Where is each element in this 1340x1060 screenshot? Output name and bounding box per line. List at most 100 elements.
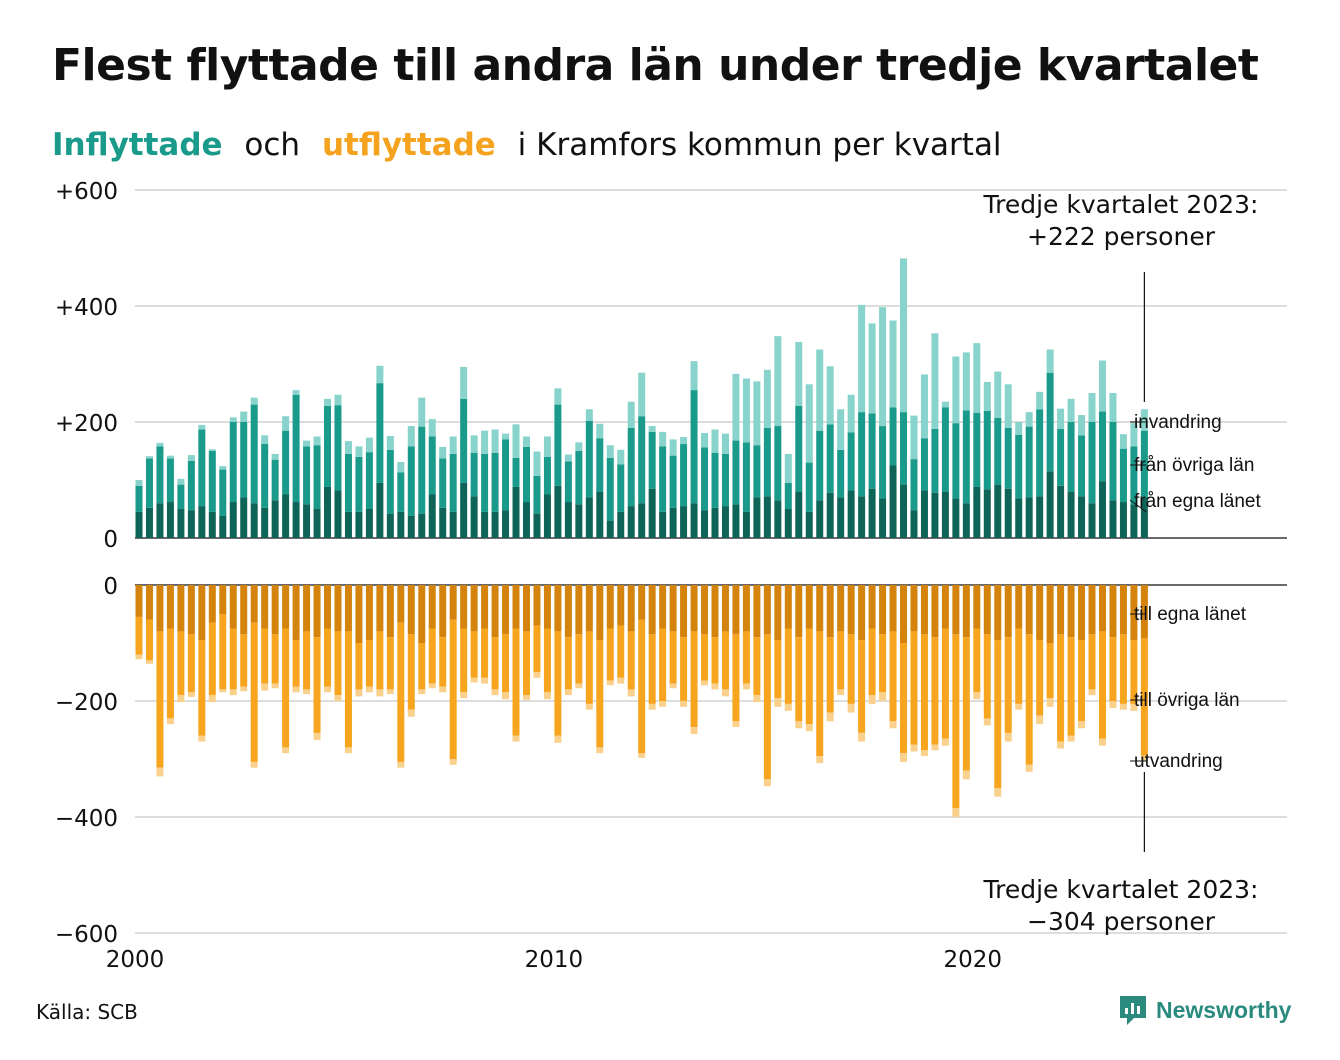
bar-out-emigration [983, 718, 991, 726]
bar-in-other [1067, 422, 1075, 492]
bar-out-emigration [502, 692, 510, 700]
bar-out-other [1046, 643, 1054, 699]
bar-out-emigration [355, 689, 363, 697]
bar-in-own [512, 486, 520, 538]
bar-out-own [627, 585, 635, 632]
bar-in-other [627, 427, 635, 507]
bar-out-emigration [585, 703, 593, 710]
bar-out-emigration [344, 747, 352, 754]
bar-out-emigration [324, 686, 332, 693]
bar-out-emigration [690, 727, 698, 735]
bar-out-own [449, 585, 457, 620]
bar-in-other [135, 485, 143, 512]
label-till-egna-lanet: till egna länet [1134, 604, 1247, 625]
bar-out-other [187, 634, 195, 693]
bar-out-other [701, 634, 709, 681]
bar-out-own [166, 585, 174, 629]
bar-in-other [219, 469, 227, 516]
bar-out-own [753, 585, 761, 638]
bar-out-emigration [638, 753, 646, 758]
bar-out-other [826, 637, 834, 713]
bar-out-own [648, 585, 656, 635]
bar-out-own [868, 585, 876, 629]
bar-in-own [879, 498, 887, 538]
bar-out-own [596, 585, 604, 641]
bar-out-emigration [418, 689, 426, 695]
bar-in-own [208, 511, 216, 538]
bar-out-own [271, 585, 279, 635]
bar-out-emigration [879, 692, 887, 701]
bar-out-emigration [596, 747, 604, 754]
bar-out-emigration [711, 683, 719, 690]
bar-out-other [522, 631, 530, 696]
bar-in-other [418, 426, 426, 514]
bar-in-own [533, 513, 541, 538]
bar-out-other [627, 631, 635, 690]
bar-in-immigration [962, 352, 970, 411]
bar-out-own [522, 585, 530, 632]
bar-out-other [575, 634, 583, 684]
bar-in-other [292, 394, 300, 503]
bar-in-other [1098, 411, 1106, 482]
bar-in-immigration [1078, 415, 1086, 436]
bar-in-other [575, 451, 583, 505]
bar-in-own [680, 506, 688, 538]
bar-out-own [1119, 585, 1127, 635]
bar-in-own [282, 494, 290, 538]
bar-out-emigration [449, 759, 457, 765]
bar-out-own [669, 585, 677, 632]
bar-in-other [711, 452, 719, 508]
bar-out-other [858, 640, 866, 733]
bar-in-other [596, 438, 604, 492]
bar-in-immigration [156, 442, 164, 447]
bar-out-other [994, 640, 1002, 788]
bar-in-other [156, 446, 164, 504]
bar-in-own [271, 500, 279, 538]
bar-out-emigration [334, 695, 342, 701]
bar-in-own [920, 490, 928, 538]
bar-in-immigration [470, 435, 478, 453]
bar-in-own [334, 490, 342, 538]
bar-in-own [1078, 496, 1086, 538]
bar-in-immigration [575, 442, 583, 451]
bar-out-own [208, 585, 216, 623]
bar-in-own [376, 482, 384, 538]
bar-out-other [1130, 640, 1138, 704]
bar-in-own [397, 511, 405, 538]
bar-out-emigration [250, 761, 258, 768]
bar-out-other [439, 637, 447, 687]
bar-in-immigration [994, 371, 1002, 418]
bar-in-other [187, 460, 195, 511]
bar-out-own [198, 585, 206, 641]
bar-in-own [889, 465, 897, 538]
bar-in-immigration [208, 449, 216, 451]
bar-out-emigration [763, 779, 771, 787]
bar-in-immigration [889, 320, 897, 408]
bar-in-other [1140, 430, 1148, 498]
bar-in-immigration [219, 466, 227, 470]
bar-out-other [659, 628, 667, 701]
bar-out-own [564, 585, 572, 638]
bar-out-other [753, 637, 761, 696]
bar-in-immigration [282, 416, 290, 431]
bar-in-immigration [271, 453, 279, 460]
bar-out-other [1109, 637, 1117, 701]
bar-out-own [407, 585, 415, 635]
bar-out-emigration [271, 683, 279, 689]
bar-in-immigration [324, 398, 332, 406]
bar-in-own [198, 506, 206, 538]
bar-in-own [1046, 471, 1054, 538]
bar-in-immigration [313, 436, 321, 446]
bar-out-own [701, 585, 709, 635]
bar-in-other [449, 453, 457, 512]
bar-in-own [156, 503, 164, 538]
bar-out-own [324, 585, 332, 629]
bar-in-other [669, 455, 677, 508]
y-tick-label: −200 [55, 690, 118, 716]
bar-in-other [1078, 435, 1086, 497]
bar-out-other [816, 631, 824, 757]
bar-in-other [962, 410, 970, 504]
bar-in-own [1057, 485, 1065, 538]
bar-out-emigration [533, 672, 541, 678]
bar-out-own [1109, 585, 1117, 638]
